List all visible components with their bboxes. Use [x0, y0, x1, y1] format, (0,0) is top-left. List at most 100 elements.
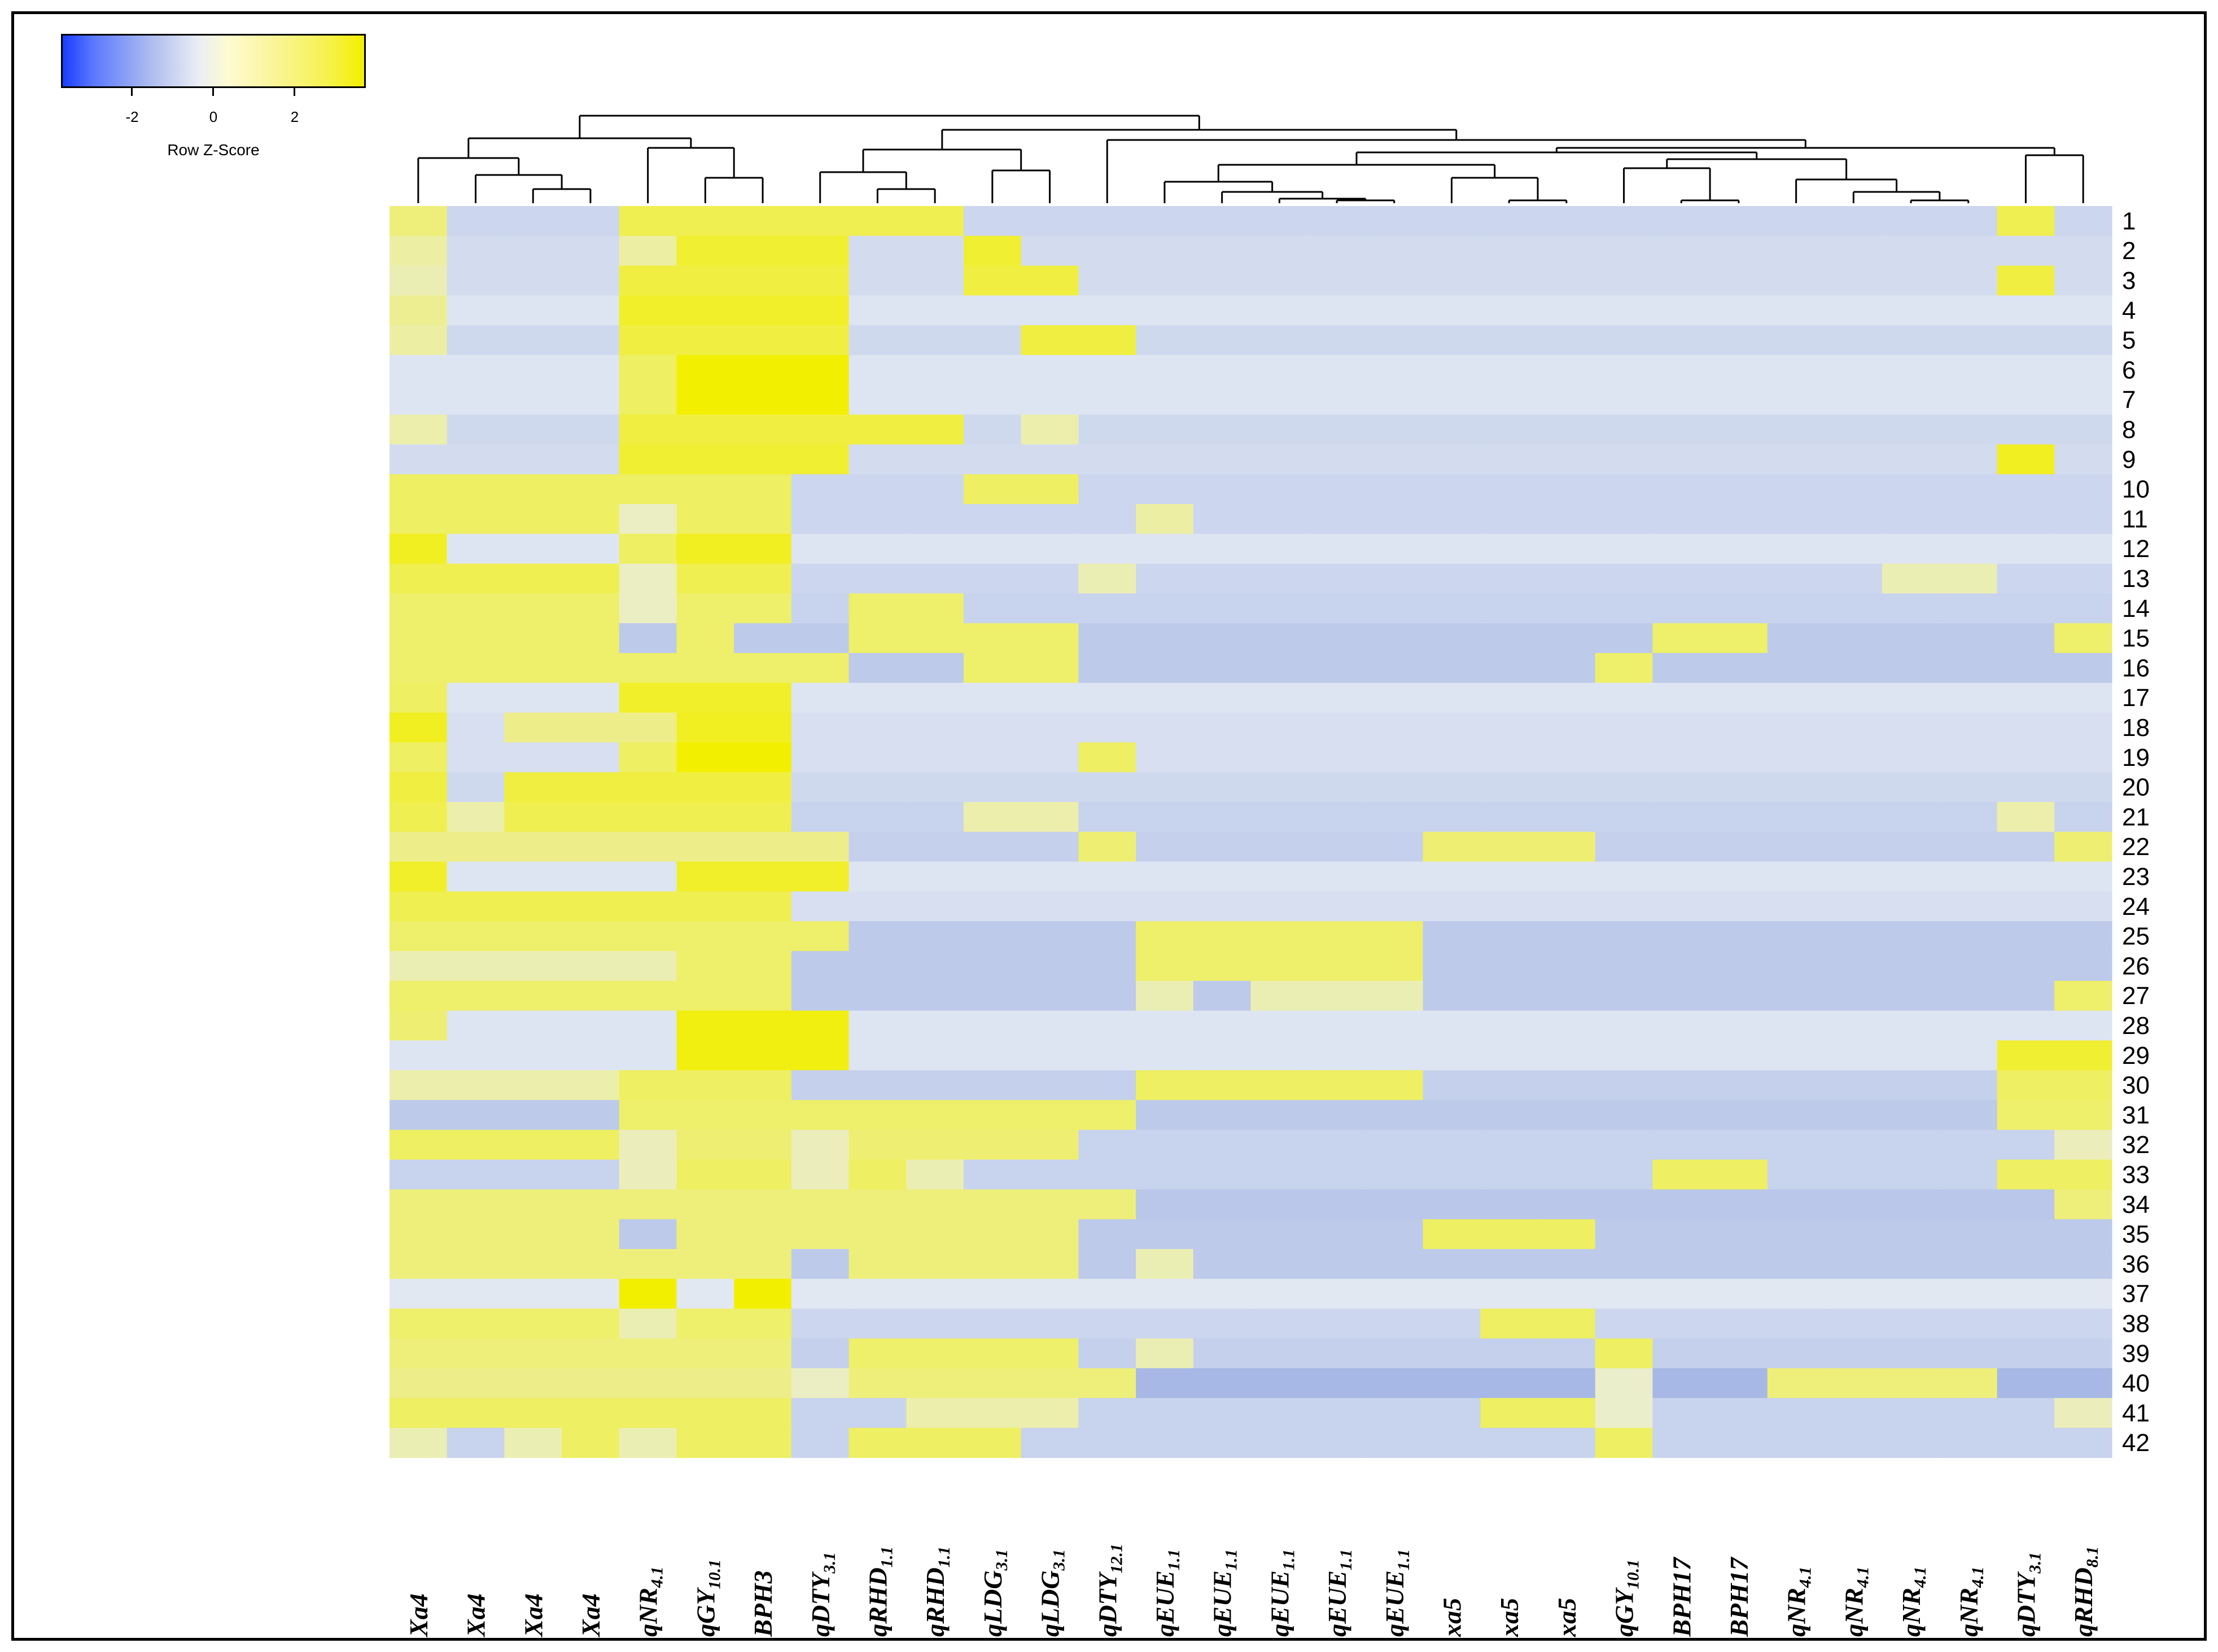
- heatmap-cell: [1480, 861, 1538, 892]
- heatmap-cell: [1423, 1427, 1481, 1458]
- heatmap-cell: [1480, 802, 1538, 832]
- heatmap-cell: [906, 951, 964, 981]
- heatmap-cell: [1710, 533, 1768, 564]
- heatmap-cell: [1767, 265, 1826, 296]
- heatmap-cell: [1021, 831, 1079, 862]
- heatmap-cell: [1882, 1189, 1940, 1220]
- heatmap-cell: [562, 593, 620, 624]
- row-label: 25: [2122, 923, 2150, 950]
- heatmap-cell: [1825, 1159, 1883, 1190]
- heatmap-cell: [562, 951, 620, 981]
- heatmap-cell: [1882, 1010, 1940, 1041]
- heatmap-cell: [1595, 1368, 1653, 1399]
- heatmap-cell: [1767, 742, 1826, 773]
- row-label: 22: [2122, 833, 2150, 861]
- heatmap-cell: [734, 831, 792, 862]
- heatmap-cell: [1595, 1338, 1653, 1369]
- heatmap-cell: [1021, 1219, 1079, 1250]
- heatmap-cell: [906, 444, 964, 475]
- heatmap-cell: [848, 384, 907, 415]
- heatmap-cell: [1136, 951, 1194, 981]
- heatmap-cell: [619, 891, 677, 922]
- heatmap-cell: [1652, 831, 1710, 862]
- heatmap-cell: [1480, 742, 1538, 773]
- heatmap-cell: [676, 772, 734, 803]
- heatmap-cell: [1882, 772, 1940, 803]
- heatmap-cell: [1652, 891, 1710, 922]
- heatmap-cell: [1021, 1338, 1079, 1369]
- heatmap-cell: [1308, 1249, 1366, 1279]
- heatmap-cell: [1538, 1427, 1596, 1458]
- heatmap-cell: [447, 861, 505, 892]
- heatmap-cell: [562, 1278, 620, 1309]
- heatmap-cell: [1365, 533, 1424, 564]
- heatmap-cell: [1021, 861, 1079, 892]
- heatmap-cell: [1078, 1100, 1136, 1130]
- heatmap-cell: [1365, 1308, 1424, 1339]
- heatmap-cell: [1021, 980, 1079, 1011]
- heatmap-cell: [447, 235, 505, 266]
- heatmap-cell: [1939, 1219, 1998, 1250]
- heatmap-cell: [1021, 325, 1079, 356]
- heatmap-cell: [1308, 504, 1366, 534]
- heatmap-cell: [447, 712, 505, 743]
- heatmap-cell: [1136, 891, 1194, 922]
- heatmap-cell: [1882, 235, 1940, 266]
- heatmap-cell: [1767, 325, 1826, 356]
- heatmap-cell: [1538, 235, 1596, 266]
- heatmap-cell: [1250, 533, 1309, 564]
- heatmap-cell: [1538, 563, 1596, 594]
- heatmap-cell: [504, 235, 562, 266]
- heatmap-cell: [1308, 653, 1366, 683]
- heatmap-cell: [1767, 563, 1826, 594]
- heatmap-cell: [1595, 1100, 1653, 1130]
- heatmap-cell: [1078, 1129, 1136, 1160]
- heatmap-cell: [619, 295, 677, 326]
- heatmap-cell: [964, 712, 1022, 743]
- color-key-title: Row Z-Score: [167, 141, 260, 159]
- heatmap-cell: [1538, 712, 1596, 743]
- heatmap-cell: [734, 1189, 792, 1220]
- heatmap-cell: [1136, 1427, 1194, 1458]
- heatmap-cell: [734, 861, 792, 892]
- heatmap-cell: [906, 1308, 964, 1339]
- heatmap-cell: [1078, 921, 1136, 952]
- heatmap-cell: [1480, 355, 1538, 385]
- heatmap-cell: [676, 355, 734, 385]
- heatmap-cell: [447, 921, 505, 952]
- heatmap-cell: [1882, 831, 1940, 862]
- heatmap-cell: [1882, 1278, 1940, 1309]
- heatmap-cell: [848, 891, 907, 922]
- heatmap-cell: [1193, 1189, 1252, 1220]
- heatmap-cell: [848, 1278, 907, 1309]
- row-label: 37: [2122, 1280, 2150, 1308]
- heatmap-cell: [1652, 533, 1710, 564]
- heatmap-cell: [1825, 1189, 1883, 1220]
- heatmap-cell: [1767, 1308, 1826, 1339]
- heatmap-cell: [562, 1189, 620, 1220]
- heatmap-cell: [906, 980, 964, 1011]
- heatmap-cell: [1710, 474, 1768, 505]
- heatmap-cell: [964, 1219, 1022, 1250]
- heatmap-cell: [1710, 235, 1768, 266]
- heatmap-cell: [906, 861, 964, 892]
- heatmap-cell: [504, 1010, 562, 1041]
- heatmap-cell: [676, 444, 734, 475]
- heatmap-cell: [1595, 623, 1653, 654]
- heatmap-cell: [2054, 1338, 2112, 1369]
- heatmap-cell: [1997, 1398, 2055, 1428]
- heatmap-cell: [1308, 891, 1366, 922]
- heatmap-cell: [1939, 533, 1998, 564]
- heatmap-cell: [1825, 533, 1883, 564]
- heatmap-cell: [1021, 623, 1079, 654]
- heatmap-cell: [1767, 1159, 1826, 1190]
- heatmap-cell: [1480, 533, 1538, 564]
- row-label: 8: [2122, 416, 2136, 444]
- heatmap-cell: [447, 772, 505, 803]
- heatmap-cell: [1710, 772, 1768, 803]
- heatmap-cell: [1825, 831, 1883, 862]
- heatmap-cell: [2054, 325, 2112, 356]
- heatmap-cell: [734, 593, 792, 624]
- heatmap-cell: [1710, 1278, 1768, 1309]
